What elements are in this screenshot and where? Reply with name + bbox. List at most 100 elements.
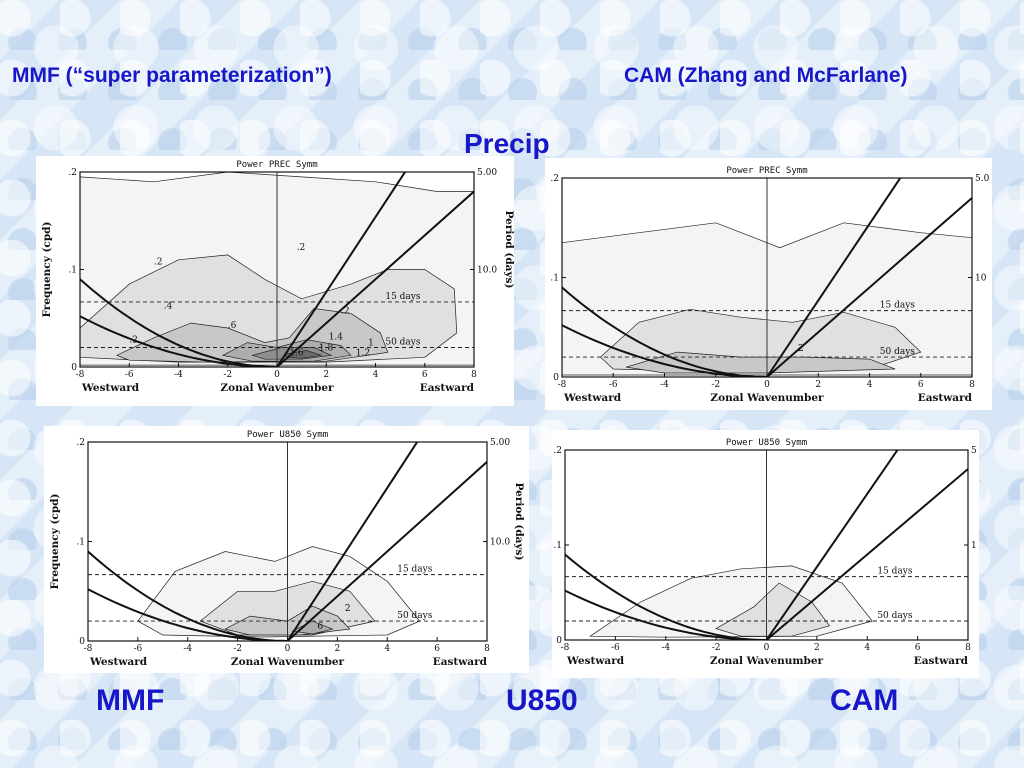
x-tick-label: -4: [174, 370, 183, 380]
x-label-westward: Westward: [81, 382, 140, 394]
kelvin-dispersion-line: [286, 442, 419, 641]
contour-label: .4: [164, 302, 173, 312]
y-tick-label: 0: [556, 636, 562, 646]
chart-title: Power PREC Symm: [236, 160, 317, 170]
chart-cam-precip: 15 days 50 days .2 Power PREC Symm -8 -6 -4 -2 0…: [545, 158, 992, 410]
x-tick-label: -6: [609, 380, 618, 390]
y-axis-label: Frequency (cpd): [41, 222, 53, 318]
rossby-dispersion-curve: [88, 550, 288, 641]
contour-label: .2: [154, 258, 163, 268]
x-tick-label: 6: [434, 644, 440, 654]
y-tick-label: .1: [76, 538, 85, 548]
x-tick-label: 8: [471, 370, 477, 380]
contour-region: [626, 351, 896, 374]
x-tick-label: -4: [660, 380, 669, 390]
contour-label: .6: [228, 321, 237, 331]
contour-label: .2: [297, 243, 306, 253]
contour-region: [715, 582, 831, 637]
x-tick-label: 6: [422, 370, 428, 380]
y-tick-label: .1: [550, 274, 559, 284]
label-cam: CAM: [830, 684, 899, 717]
period-tick-label: 10.0: [477, 266, 497, 276]
chart-mmf-u850: 15 days 50 days 2 6 Power U850 Symm -8 -6 -4 -2 0…: [44, 426, 529, 673]
y-axis-label: Frequency (cpd): [49, 494, 61, 590]
contour-label: 1.2: [356, 348, 370, 358]
kelvin-dispersion-line: [765, 467, 968, 640]
period-axis-label: Period (days): [513, 483, 525, 561]
contour-label: .2: [341, 306, 350, 316]
period-line-label: 50 days: [397, 611, 433, 621]
kelvin-dispersion-line: [276, 190, 474, 367]
period-line-label: 50 days: [385, 338, 421, 348]
x-tick-label: 4: [384, 644, 390, 654]
y-tick-label: .1: [68, 266, 77, 276]
heading-cam-zhang-mcfarlane: CAM (Zhang and McFarlane): [624, 64, 908, 87]
x-label-eastward: Eastward: [918, 392, 973, 404]
contour-label: .2: [795, 344, 804, 354]
contour-label: 1: [368, 339, 374, 349]
x-tick-label: 4: [867, 380, 873, 390]
y-tick-label: .2: [550, 174, 559, 184]
contour-label: 1.4: [329, 333, 344, 343]
period-line-label: 15 days: [880, 301, 916, 311]
kelvin-dispersion-line: [276, 172, 407, 367]
x-tick-label: -6: [125, 370, 134, 380]
y-tick-label: .2: [76, 438, 85, 448]
x-tick-label: 6: [918, 380, 924, 390]
x-tick-label: -8: [558, 380, 567, 390]
contour-label: 1.8: [319, 343, 334, 353]
heading-mmf-super-parameterization: MMF (“super parameterization”): [12, 64, 332, 87]
kelvin-dispersion-line: [766, 178, 902, 377]
plot-area: [565, 450, 968, 640]
x-tick-label: -4: [661, 643, 670, 653]
contour-region: [283, 350, 322, 359]
period-line-label: 50 days: [877, 611, 913, 621]
chart-mmf-precip: 15 days 50 days .2 .2 .2 .4 .6 .2 1 1.2 1.4 1.6 1.8 P…: [36, 156, 514, 406]
x-axis-label: Zonal Wavenumber: [710, 392, 824, 404]
x-tick-label: -2: [712, 643, 721, 653]
y-tick-label: .2: [553, 446, 562, 456]
x-tick-label: -8: [561, 643, 570, 653]
x-label-westward: Westward: [566, 655, 625, 667]
x-axis-label: Zonal Wavenumber: [220, 382, 334, 394]
x-label-eastward: Eastward: [914, 655, 969, 667]
period-tick-label: 10.0: [490, 538, 510, 548]
period-line-label: 15 days: [385, 292, 421, 302]
chart-title: Power PREC Symm: [726, 166, 807, 176]
contour-label: 2: [345, 604, 351, 614]
x-tick-label: 6: [915, 643, 921, 653]
y-tick-label: .1: [553, 541, 562, 551]
rossby-dispersion-curve: [80, 315, 277, 367]
chart-svg: 15 days 50 days 2 6 Power U850 Symm -8 -6 -4 -2 0…: [49, 430, 525, 668]
chart-svg: 15 days 50 days .2 .2 .2 .4 .6 .2 11.2 1.4 1.6 1.8 P…: [41, 160, 514, 394]
x-tick-label: -2: [223, 370, 232, 380]
period-line-label: 15 days: [397, 565, 433, 575]
x-axis-label: Zonal Wavenumber: [710, 655, 824, 667]
chart-svg: 15 days 50 days .2 Power PREC Symm -8 -6 -4 -2 0…: [550, 166, 990, 404]
x-tick-label: -4: [183, 644, 192, 654]
x-tick-label: 0: [764, 380, 770, 390]
x-label-eastward: Eastward: [433, 656, 488, 668]
x-tick-label: -2: [233, 644, 242, 654]
plot-area: [88, 442, 487, 641]
y-tick-label: .2: [68, 168, 77, 178]
x-tick-label: 4: [373, 370, 379, 380]
x-tick-label: 2: [814, 643, 820, 653]
rossby-dispersion-curve: [562, 286, 768, 377]
x-tick-label: -8: [76, 370, 85, 380]
period-tick-label: 5.0: [975, 174, 990, 184]
x-label-eastward: Eastward: [420, 382, 475, 394]
period-line-label: 50 days: [880, 347, 916, 357]
period-tick-label: 5.00: [490, 438, 510, 448]
period-tick-label: 5: [971, 446, 977, 456]
contour-label: .2: [129, 336, 138, 346]
chart-cam-u850: 15 days 50 days Power U850 Symm -8 -6 -4 -2 0 2 4…: [552, 430, 979, 678]
x-tick-label: 8: [484, 644, 490, 654]
label-u850: U850: [506, 684, 578, 717]
period-tick-label: 5.00: [477, 168, 497, 178]
x-tick-label: 8: [965, 643, 971, 653]
x-tick-label: 8: [969, 380, 975, 390]
x-tick-label: -6: [133, 644, 142, 654]
kelvin-dispersion-line: [766, 196, 972, 377]
x-label-westward: Westward: [89, 656, 148, 668]
